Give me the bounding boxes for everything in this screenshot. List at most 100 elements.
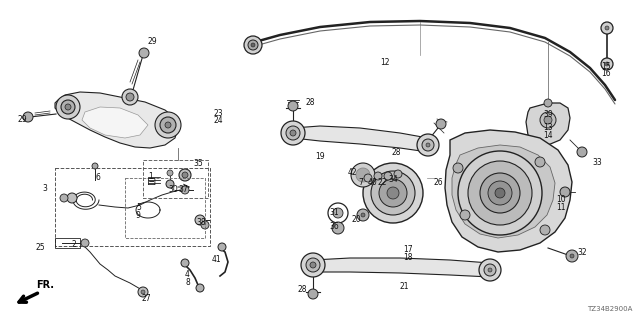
Text: 34: 34: [388, 175, 397, 184]
Circle shape: [141, 290, 145, 294]
Text: 28: 28: [392, 148, 401, 157]
Text: 37: 37: [178, 185, 188, 194]
Circle shape: [351, 163, 375, 187]
Text: 13: 13: [543, 123, 552, 132]
Text: 41: 41: [212, 255, 221, 264]
Text: 38: 38: [196, 218, 205, 227]
Text: 18: 18: [403, 253, 413, 262]
Circle shape: [65, 104, 71, 110]
Circle shape: [387, 187, 399, 199]
Circle shape: [605, 62, 609, 66]
Circle shape: [167, 170, 173, 176]
Circle shape: [201, 221, 209, 229]
Circle shape: [495, 188, 505, 198]
Polygon shape: [313, 258, 490, 277]
Circle shape: [426, 143, 430, 147]
Text: 9: 9: [136, 211, 141, 220]
Circle shape: [181, 259, 189, 267]
Circle shape: [356, 168, 370, 182]
Text: 17: 17: [403, 245, 413, 254]
Text: 4: 4: [185, 270, 190, 279]
Text: 8: 8: [185, 278, 189, 287]
Circle shape: [460, 210, 470, 220]
Text: 10: 10: [556, 195, 566, 204]
Text: 35: 35: [193, 159, 203, 168]
Text: 16: 16: [601, 69, 611, 78]
Text: 23: 23: [213, 109, 223, 118]
Circle shape: [182, 172, 188, 178]
Circle shape: [394, 170, 402, 178]
Circle shape: [484, 264, 496, 276]
Text: 12: 12: [380, 58, 390, 67]
Circle shape: [479, 259, 501, 281]
Text: 32: 32: [577, 248, 587, 257]
Text: 20: 20: [352, 215, 362, 224]
Circle shape: [566, 250, 578, 262]
Circle shape: [468, 161, 532, 225]
Circle shape: [540, 225, 550, 235]
Circle shape: [540, 112, 556, 128]
Text: 28: 28: [305, 98, 314, 107]
Text: 14: 14: [543, 131, 552, 140]
Circle shape: [605, 26, 609, 30]
Circle shape: [248, 40, 258, 50]
Circle shape: [165, 122, 171, 128]
Text: 6: 6: [96, 173, 101, 182]
Circle shape: [422, 139, 434, 151]
Circle shape: [179, 169, 191, 181]
Circle shape: [81, 239, 89, 247]
Circle shape: [333, 208, 343, 218]
Circle shape: [379, 179, 407, 207]
Polygon shape: [82, 107, 148, 138]
Circle shape: [544, 116, 552, 124]
Circle shape: [308, 289, 318, 299]
Circle shape: [92, 163, 98, 169]
Circle shape: [458, 151, 542, 235]
Circle shape: [361, 213, 365, 217]
Polygon shape: [526, 103, 570, 145]
Circle shape: [138, 287, 148, 297]
Text: 7: 7: [358, 178, 363, 187]
Text: 2: 2: [72, 240, 77, 249]
Text: 33: 33: [592, 158, 602, 167]
Circle shape: [436, 119, 446, 129]
Circle shape: [23, 112, 33, 122]
Text: 27: 27: [142, 294, 152, 303]
Polygon shape: [293, 126, 428, 152]
Text: 39: 39: [543, 110, 553, 119]
Circle shape: [488, 268, 492, 272]
Polygon shape: [55, 92, 178, 148]
Text: 26: 26: [434, 178, 444, 187]
Text: 36: 36: [329, 222, 339, 231]
Polygon shape: [445, 130, 572, 252]
Circle shape: [126, 93, 134, 101]
Text: FR.: FR.: [36, 280, 54, 290]
Text: 1: 1: [148, 172, 153, 181]
Text: 30: 30: [168, 185, 178, 194]
Text: 42: 42: [348, 168, 358, 177]
Circle shape: [453, 163, 463, 173]
Circle shape: [363, 163, 423, 223]
Text: 40: 40: [368, 178, 378, 187]
Circle shape: [570, 254, 574, 258]
Text: 29: 29: [18, 115, 28, 124]
Circle shape: [139, 48, 149, 58]
Circle shape: [364, 174, 372, 182]
Circle shape: [251, 43, 255, 47]
Circle shape: [301, 253, 325, 277]
Polygon shape: [452, 145, 555, 238]
Circle shape: [244, 36, 262, 54]
Text: ⊟: ⊟: [147, 177, 157, 187]
Circle shape: [332, 222, 344, 234]
Circle shape: [281, 121, 305, 145]
Circle shape: [601, 22, 613, 34]
Text: 28: 28: [298, 285, 307, 294]
Circle shape: [61, 100, 75, 114]
Circle shape: [286, 126, 300, 140]
Text: 29: 29: [147, 37, 157, 46]
Circle shape: [155, 112, 181, 138]
Circle shape: [560, 187, 570, 197]
Text: 3: 3: [42, 184, 47, 193]
Circle shape: [310, 262, 316, 268]
Text: TZ34B2900A: TZ34B2900A: [587, 306, 632, 312]
